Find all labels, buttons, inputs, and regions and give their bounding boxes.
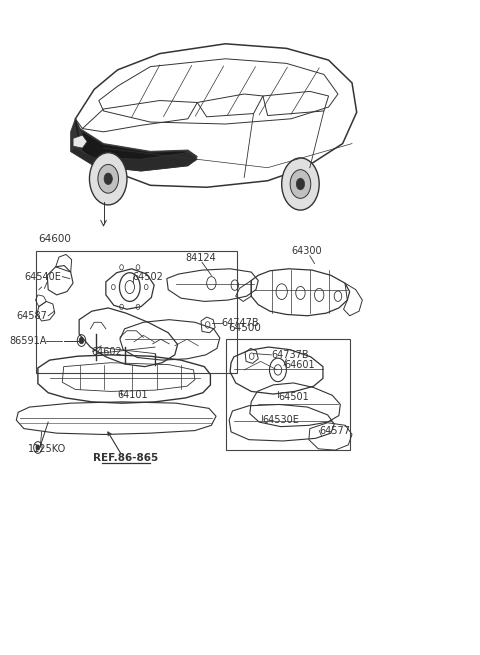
Text: 64747B: 64747B <box>222 318 259 328</box>
Polygon shape <box>83 132 186 170</box>
Text: 64502: 64502 <box>132 272 164 282</box>
Polygon shape <box>73 135 87 148</box>
Text: REF.86-865: REF.86-865 <box>94 453 159 463</box>
Text: 64300: 64300 <box>291 246 322 255</box>
Circle shape <box>290 170 311 198</box>
Circle shape <box>79 337 84 344</box>
Bar <box>227 339 349 450</box>
Circle shape <box>104 173 112 185</box>
Text: 1125KO: 1125KO <box>27 445 66 455</box>
Circle shape <box>36 445 40 450</box>
Text: 64737B: 64737B <box>271 350 309 360</box>
Text: 86591A: 86591A <box>9 335 46 346</box>
Text: 84124: 84124 <box>186 253 216 263</box>
Circle shape <box>296 178 305 190</box>
Text: 64101: 64101 <box>118 390 148 400</box>
Bar <box>36 251 237 373</box>
Text: 64530E: 64530E <box>262 415 299 425</box>
Text: 64540E: 64540E <box>24 272 61 282</box>
Circle shape <box>98 164 119 193</box>
Polygon shape <box>71 148 197 171</box>
Polygon shape <box>71 119 197 171</box>
Text: 64501: 64501 <box>278 392 309 402</box>
Circle shape <box>282 158 319 210</box>
Circle shape <box>89 153 127 205</box>
Text: 64601: 64601 <box>284 360 315 370</box>
Text: 64500: 64500 <box>228 323 262 333</box>
Text: 64600: 64600 <box>38 234 71 244</box>
Text: 64602: 64602 <box>92 346 122 356</box>
Text: 64587: 64587 <box>16 310 47 321</box>
Text: 64577: 64577 <box>319 426 350 436</box>
